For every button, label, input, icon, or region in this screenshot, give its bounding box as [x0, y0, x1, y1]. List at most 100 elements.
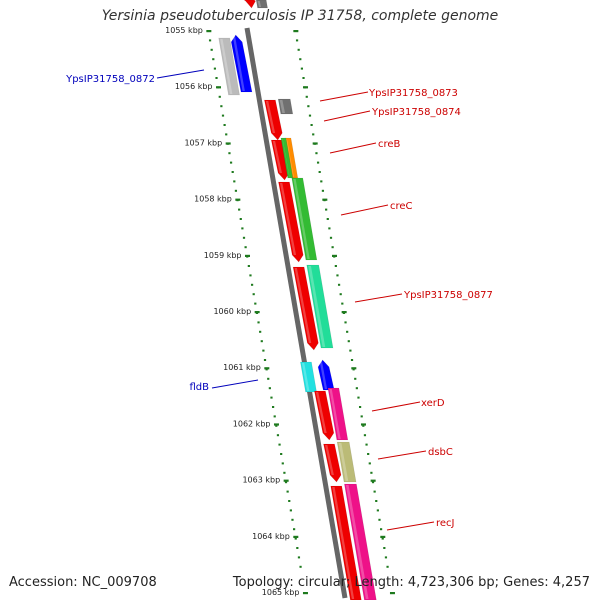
right-tick: [295, 39, 299, 42]
gene-label[interactable]: YpsIP31758_0877: [403, 290, 493, 301]
right-tick: [307, 105, 310, 108]
right-tick: [325, 208, 328, 211]
gene-YpsIP31758_0874[interactable]: [264, 99, 283, 141]
gene-label[interactable]: YpsIP31758_0874: [371, 107, 461, 118]
gene-fldB[interactable]: [300, 361, 317, 393]
right-tick: [350, 359, 354, 361]
left-tick: [286, 490, 289, 493]
major-tick: [206, 30, 212, 33]
left-tick: [262, 349, 265, 352]
kbp-label: 1061 kbp: [223, 363, 261, 372]
left-tick: [210, 48, 213, 51]
right-tick: [341, 302, 344, 305]
major-tick: [331, 254, 337, 257]
right-tick: [339, 293, 342, 296]
kbp-labels: 1055 kbp 1056 kbp 1057 kbp 1058 kbp 1059 kbp…: [165, 26, 299, 597]
gene-red-xerD[interactable]: [314, 390, 335, 441]
major-tick: [283, 479, 289, 482]
major-tick: [293, 535, 299, 538]
right-tick: [358, 406, 362, 408]
right-tick: [302, 77, 305, 79]
leader-line: [323, 110, 371, 122]
gene-blue-fldB[interactable]: [317, 359, 335, 391]
gene-label[interactable]: recJ: [436, 518, 455, 529]
left-tick: [229, 161, 233, 164]
right-tick: [373, 490, 376, 493]
gene-label[interactable]: YpsIP31758_0873: [368, 88, 458, 99]
kbp-label: 1056 kbp: [175, 82, 213, 91]
left-tick: [292, 528, 296, 531]
kbp-label: 1064 kbp: [252, 532, 290, 541]
major-tick: [244, 254, 250, 257]
gene-red-creB[interactable]: [270, 139, 290, 181]
left-tick: [275, 424, 278, 427]
leader-line: [354, 293, 403, 303]
gene-label[interactable]: creB: [378, 139, 401, 150]
right-tick: [316, 161, 320, 164]
left-tick: [212, 58, 215, 61]
right-tick: [360, 415, 363, 418]
gene-xerD[interactable]: [327, 387, 349, 441]
gene-label[interactable]: dsbC: [428, 447, 453, 458]
left-tick: [260, 340, 263, 343]
gene-top-gray[interactable]: [255, 0, 268, 9]
gene-label[interactable]: YpsIP31758_0872: [65, 74, 155, 85]
major-tick: [225, 142, 231, 145]
right-tick: [357, 396, 360, 399]
gene-label[interactable]: fldB: [189, 382, 209, 393]
gene-gray-left[interactable]: [218, 37, 240, 96]
gene-label[interactable]: xerD: [421, 398, 445, 409]
major-tick: [380, 535, 386, 538]
gene-red-creC[interactable]: [278, 181, 304, 263]
gene-red-recJ[interactable]: [330, 485, 362, 600]
gene-dsbC[interactable]: [336, 441, 357, 483]
right-tick: [379, 528, 383, 531]
left-tick: [244, 246, 247, 249]
left-tick: [250, 283, 254, 286]
right-tick: [299, 58, 302, 61]
left-tick: [263, 359, 267, 361]
kbp-label: 1058 kbp: [194, 195, 232, 204]
gene-red-dsbC[interactable]: [323, 443, 342, 483]
major-tick: [322, 198, 328, 201]
kbp-label: 1059 kbp: [204, 251, 242, 260]
gene-recJ[interactable]: [344, 483, 377, 600]
gene-YpsIP31758_0877[interactable]: [306, 264, 334, 349]
right-tick: [383, 547, 386, 549]
left-tick: [259, 330, 262, 333]
gene-labels: YpsIP31758_0872 YpsIP31758_0873 YpsIP31758…: [65, 74, 493, 529]
right-tick: [346, 330, 349, 333]
gene-YpsIP31758_0873[interactable]: [277, 98, 294, 115]
gene-top-red[interactable]: [243, 0, 256, 9]
left-tick: [242, 236, 246, 239]
gene-creC[interactable]: [291, 177, 318, 261]
leader-line: [156, 69, 205, 79]
kbp-label: 1060 kbp: [213, 307, 251, 316]
right-tick: [375, 500, 378, 502]
leader-line: [371, 401, 421, 412]
right-tick: [329, 236, 333, 239]
left-tick: [231, 171, 234, 173]
major-tick: [389, 592, 395, 595]
left-tick: [223, 124, 226, 126]
right-tick: [321, 189, 325, 192]
gene-YpsIP31758_0872[interactable]: [230, 34, 253, 93]
right-tick: [336, 274, 339, 277]
right-tick: [384, 556, 388, 559]
major-tick: [370, 479, 376, 482]
left-tick: [215, 77, 218, 79]
left-tick: [299, 565, 302, 568]
left-tick: [252, 293, 255, 296]
gene-label[interactable]: creC: [390, 201, 413, 212]
kbp-label: 1063 kbp: [242, 476, 280, 485]
leader-line: [386, 521, 435, 531]
left-tick: [276, 434, 280, 437]
gene-features: [218, 0, 377, 600]
left-tick: [238, 208, 241, 211]
right-tick: [347, 340, 350, 343]
right-tick: [354, 377, 357, 380]
right-tick: [376, 509, 379, 512]
left-tick: [273, 415, 276, 418]
gene-red-0877[interactable]: [292, 266, 319, 351]
